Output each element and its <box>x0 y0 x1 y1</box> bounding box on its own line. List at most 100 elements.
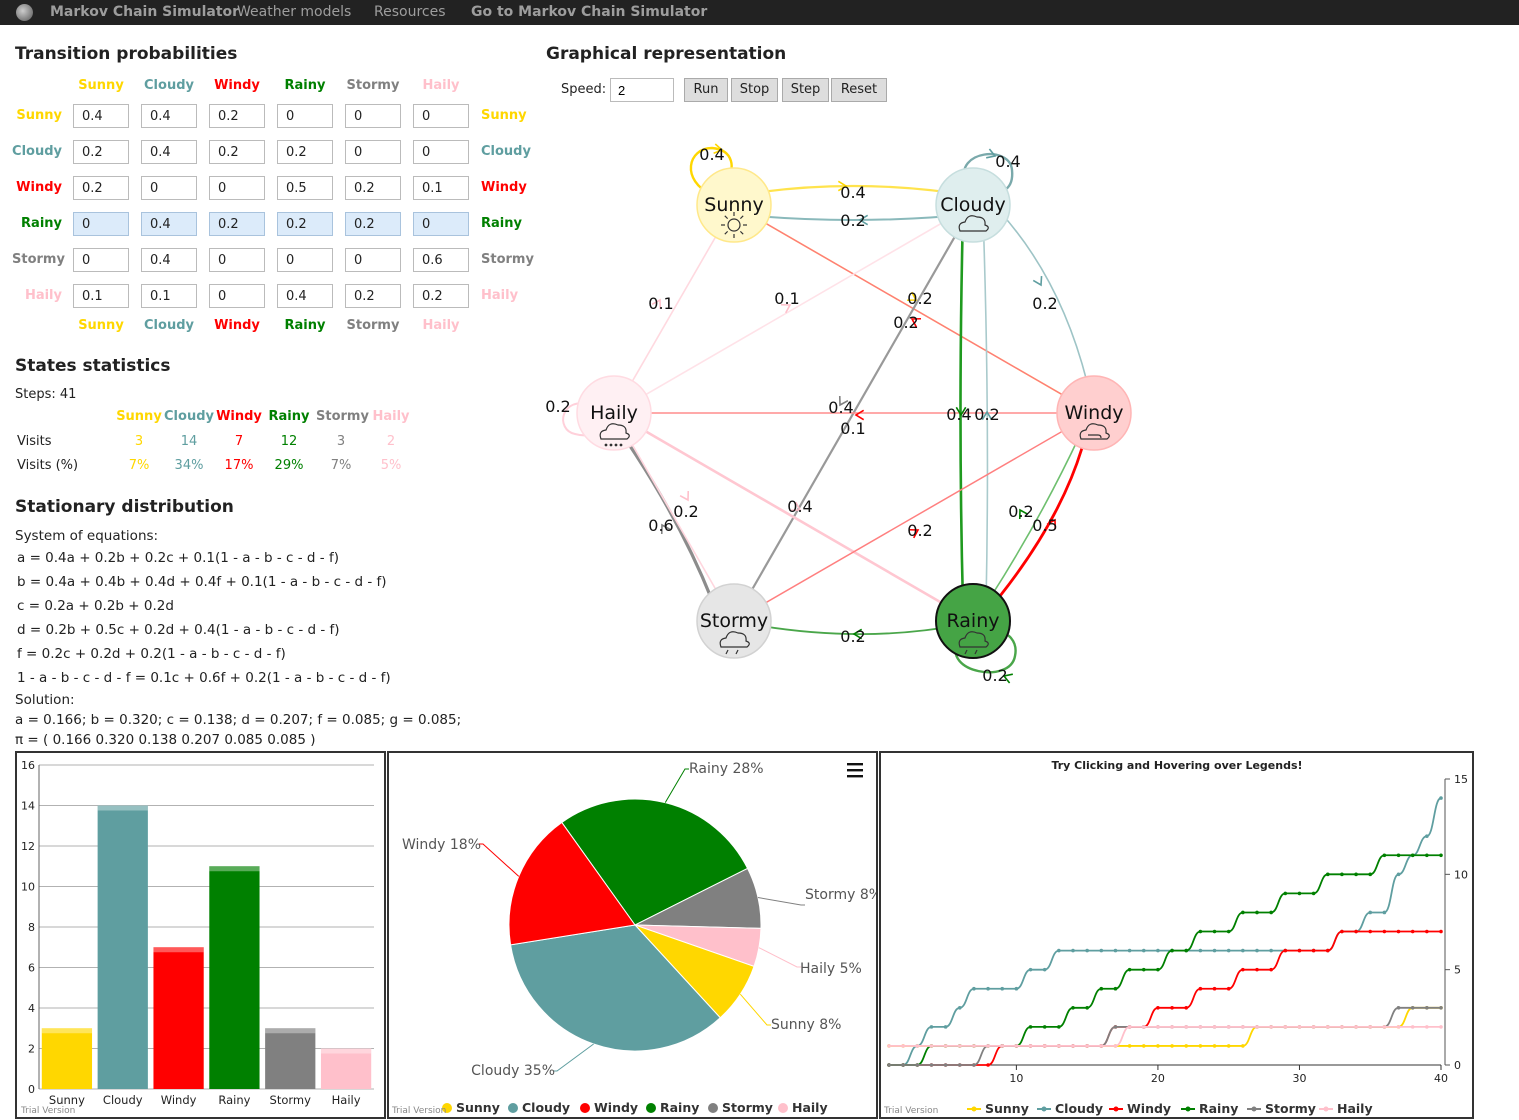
bar-sunny[interactable] <box>41 1028 93 1089</box>
line-point <box>1099 948 1104 953</box>
edge-arrowhead <box>906 291 918 302</box>
step-button[interactable]: Step <box>782 78 829 102</box>
solution-heading: Solution: <box>15 692 75 708</box>
probability-input[interactable] <box>73 140 129 164</box>
legend-item-haily[interactable]: Haily <box>778 1100 828 1115</box>
probability-input[interactable] <box>141 140 197 164</box>
probability-input[interactable] <box>277 140 333 164</box>
state-node-rainy[interactable]: Rainy <box>935 583 1011 659</box>
stats-col-header: Stormy <box>316 409 369 424</box>
probability-input[interactable] <box>413 284 469 308</box>
state-node-circle[interactable] <box>935 583 1011 659</box>
x-tick-label: Stormy <box>270 1093 312 1107</box>
bar-cloudy[interactable] <box>97 805 148 1090</box>
state-node-haily[interactable]: Haily <box>576 375 652 451</box>
line-series-rainy[interactable] <box>888 854 1441 1066</box>
line-point <box>1311 891 1316 896</box>
probability-input[interactable] <box>141 176 197 200</box>
line-series-windy[interactable] <box>888 930 1441 1066</box>
probability-input[interactable] <box>413 104 469 128</box>
legend-item-windy[interactable]: Windy <box>1109 1101 1171 1116</box>
stop-button[interactable]: Stop <box>731 78 778 102</box>
probability-input[interactable] <box>73 284 129 308</box>
reset-button[interactable]: Reset <box>831 78 887 102</box>
speed-input[interactable] <box>610 78 674 102</box>
hamburger-icon[interactable] <box>847 763 863 778</box>
line-point <box>1283 891 1288 896</box>
pie-slice-rainy[interactable] <box>561 798 749 926</box>
probability-input[interactable] <box>277 212 333 236</box>
probability-input[interactable] <box>413 212 469 236</box>
probability-input[interactable] <box>413 176 469 200</box>
state-node-circle[interactable] <box>696 167 772 243</box>
legend-item-stormy[interactable]: Stormy <box>1247 1101 1316 1116</box>
probability-input[interactable] <box>345 284 401 308</box>
legend-item-rainy[interactable]: Rainy <box>646 1100 699 1115</box>
legend-item-sunny[interactable]: Sunny <box>442 1100 500 1115</box>
probability-input[interactable] <box>141 212 197 236</box>
legend-item-haily[interactable]: Haily <box>1319 1101 1373 1116</box>
probability-input[interactable] <box>277 284 333 308</box>
probability-input[interactable] <box>141 284 197 308</box>
probability-input[interactable] <box>345 104 401 128</box>
state-node-circle[interactable] <box>1056 375 1132 451</box>
line-series-haily[interactable] <box>889 1025 1441 1047</box>
line-point <box>1000 1044 1005 1048</box>
pie-connector <box>758 947 801 968</box>
legend-item-rainy[interactable]: Rainy <box>1181 1101 1238 1116</box>
legend-item-sunny[interactable]: Sunny <box>967 1101 1029 1116</box>
probability-input[interactable] <box>413 248 469 272</box>
probability-input[interactable] <box>277 248 333 272</box>
bar-stormy[interactable] <box>265 1028 316 1089</box>
probability-input[interactable] <box>345 140 401 164</box>
probability-input[interactable] <box>141 104 197 128</box>
line-point <box>1028 1044 1033 1048</box>
line-point <box>929 1025 934 1029</box>
probability-input[interactable] <box>209 104 265 128</box>
line-series-stormy[interactable] <box>888 1006 1442 1066</box>
probability-input[interactable] <box>209 212 265 236</box>
bar-haily[interactable] <box>320 1048 372 1090</box>
nav-link-weather-models[interactable]: Weather models <box>237 4 352 20</box>
probability-input[interactable] <box>141 248 197 272</box>
line-point <box>1198 1025 1203 1029</box>
logo-icon[interactable] <box>16 4 33 21</box>
nav-link-resources[interactable]: Resources <box>374 4 446 20</box>
state-node-sunny[interactable]: Sunny <box>696 167 772 243</box>
probability-input[interactable] <box>345 248 401 272</box>
pie-connector <box>664 768 689 803</box>
legend-item-cloudy[interactable]: Cloudy <box>508 1100 570 1115</box>
probability-input[interactable] <box>73 176 129 200</box>
state-node-circle[interactable] <box>576 375 652 451</box>
row-header-left: Sunny <box>16 108 62 123</box>
probability-input[interactable] <box>73 212 129 236</box>
probability-input[interactable] <box>345 176 401 200</box>
probability-input[interactable] <box>73 104 129 128</box>
storm-icon <box>719 631 750 655</box>
probability-input[interactable] <box>209 176 265 200</box>
legend-item-windy[interactable]: Windy <box>580 1100 638 1115</box>
run-button[interactable]: Run <box>684 78 728 102</box>
line-point <box>1141 967 1146 972</box>
state-node-stormy[interactable]: Stormy <box>696 583 772 659</box>
probability-input[interactable] <box>209 140 265 164</box>
probability-input[interactable] <box>73 248 129 272</box>
bar-highlight <box>97 805 148 811</box>
nav-brand[interactable]: Markov Chain Simulator <box>50 4 240 20</box>
state-node-cloudy[interactable]: Cloudy <box>935 167 1011 243</box>
nav-link-go-simulator[interactable]: Go to Markov Chain Simulator <box>471 4 708 20</box>
bar-rainy[interactable] <box>209 866 260 1089</box>
pie-slice-windy[interactable] <box>508 821 636 946</box>
probability-input[interactable] <box>277 176 333 200</box>
state-node-circle[interactable] <box>935 167 1011 243</box>
bar-windy[interactable] <box>153 947 204 1089</box>
state-node-circle[interactable] <box>696 583 772 659</box>
probability-input[interactable] <box>277 104 333 128</box>
probability-input[interactable] <box>209 284 265 308</box>
probability-input[interactable] <box>209 248 265 272</box>
legend-item-cloudy[interactable]: Cloudy <box>1037 1101 1103 1116</box>
state-node-windy[interactable]: Windy <box>1056 375 1132 451</box>
probability-input[interactable] <box>345 212 401 236</box>
probability-input[interactable] <box>413 140 469 164</box>
legend-item-stormy[interactable]: Stormy <box>708 1100 773 1115</box>
